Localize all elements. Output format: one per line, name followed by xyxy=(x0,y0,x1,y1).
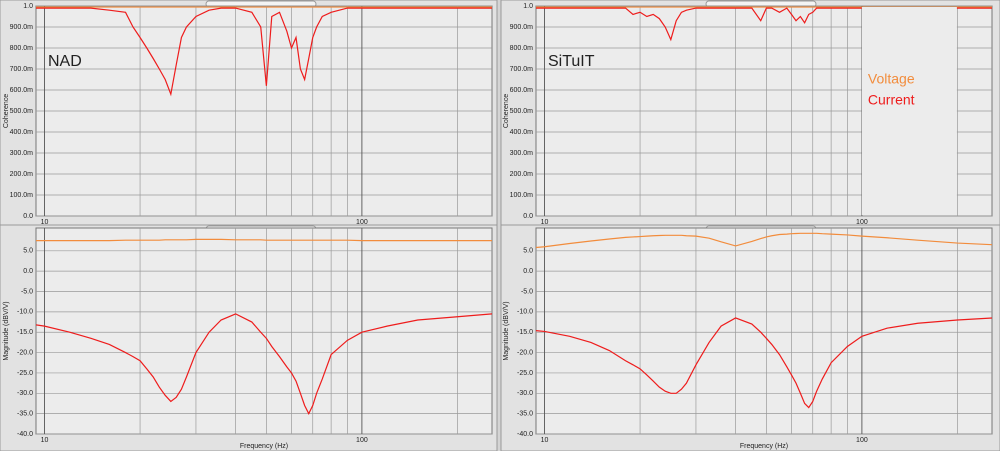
y-tick-label: -5.0 xyxy=(521,288,533,295)
series-line xyxy=(536,317,992,409)
y-tick-label: 100.0m xyxy=(510,192,534,199)
y-tick-label: 200.0m xyxy=(510,171,534,178)
x-tick-label: 10 xyxy=(41,437,49,444)
y-tick-label: 800.0m xyxy=(510,45,534,52)
x-axis-label: Frequency (Hz) xyxy=(240,443,288,450)
series-line xyxy=(36,313,492,415)
y-axis-label: Magnitude (dBV/V) xyxy=(503,301,510,360)
y-tick-label: 700.0m xyxy=(10,66,34,73)
y-axis-label: Coherence xyxy=(3,94,10,128)
y-tick-label: 300.0m xyxy=(510,150,534,157)
y-tick-label: 700.0m xyxy=(510,66,534,73)
y-tick-label: -20.0 xyxy=(517,349,533,356)
y-tick-label: -30.0 xyxy=(517,390,533,397)
legend-box xyxy=(861,7,957,215)
y-tick-label: -40.0 xyxy=(517,431,533,438)
y-tick-label: 900.0m xyxy=(510,24,534,31)
legend-entry: Voltage xyxy=(868,71,915,87)
y-tick-label: 500.0m xyxy=(510,108,534,115)
y-tick-label: -35.0 xyxy=(517,410,533,417)
x-tick-label: 100 xyxy=(856,437,868,444)
x-tick-label: 10 xyxy=(541,219,549,226)
series-line xyxy=(36,7,492,97)
series-line xyxy=(36,238,492,242)
plot-area xyxy=(535,227,993,435)
y-tick-label: 600.0m xyxy=(10,87,34,94)
y-tick-label: 100.0m xyxy=(10,192,34,199)
x-tick-label: 100 xyxy=(856,219,868,226)
y-tick-label: 5.0 xyxy=(23,248,33,255)
y-tick-label: -30.0 xyxy=(17,390,33,397)
y-tick-label: 300.0m xyxy=(10,150,34,157)
y-tick-label: 0.0 xyxy=(23,213,33,220)
y-tick-label: 500.0m xyxy=(10,108,34,115)
y-tick-label: 400.0m xyxy=(10,129,34,136)
y-tick-label: -25.0 xyxy=(17,370,33,377)
chart-label: NAD xyxy=(48,53,82,70)
y-tick-label: -10.0 xyxy=(17,309,33,316)
chart-label: SiTuIT xyxy=(548,53,595,70)
y-tick-label: -15.0 xyxy=(517,329,533,336)
y-tick-label: 1.0 xyxy=(523,3,533,10)
x-tick-label: 100 xyxy=(356,437,368,444)
y-tick-label: 1.0 xyxy=(23,3,33,10)
x-tick-label: 10 xyxy=(41,219,49,226)
y-tick-label: -20.0 xyxy=(17,349,33,356)
y-axis-label: Coherence xyxy=(503,94,510,128)
y-tick-label: 400.0m xyxy=(510,129,534,136)
y-axis-label: Magnitude (dBV/V) xyxy=(3,301,10,360)
y-tick-label: 0.0 xyxy=(23,268,33,275)
x-tick-label: 10 xyxy=(541,437,549,444)
y-tick-label: 0.0 xyxy=(523,268,533,275)
y-tick-label: 800.0m xyxy=(10,45,34,52)
series-line xyxy=(536,7,992,42)
y-tick-label: 0.0 xyxy=(523,213,533,220)
series-line xyxy=(536,232,992,249)
y-tick-label: -25.0 xyxy=(517,370,533,377)
y-tick-label: 600.0m xyxy=(510,87,534,94)
y-tick-label: 5.0 xyxy=(523,248,533,255)
y-tick-label: -10.0 xyxy=(517,309,533,316)
x-tick-label: 100 xyxy=(356,219,368,226)
y-tick-label: -15.0 xyxy=(17,329,33,336)
y-tick-label: -5.0 xyxy=(21,288,33,295)
y-tick-label: 900.0m xyxy=(10,24,34,31)
y-tick-label: -40.0 xyxy=(17,431,33,438)
y-tick-label: -35.0 xyxy=(17,410,33,417)
plot-area xyxy=(35,227,493,435)
legend-entry: Current xyxy=(868,92,915,108)
y-tick-label: 200.0m xyxy=(10,171,34,178)
x-axis-label: Frequency (Hz) xyxy=(740,443,788,450)
